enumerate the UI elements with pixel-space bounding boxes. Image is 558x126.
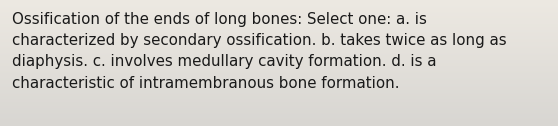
- Text: Ossification of the ends of long bones: Select one: a. is
characterized by secon: Ossification of the ends of long bones: …: [12, 12, 507, 91]
